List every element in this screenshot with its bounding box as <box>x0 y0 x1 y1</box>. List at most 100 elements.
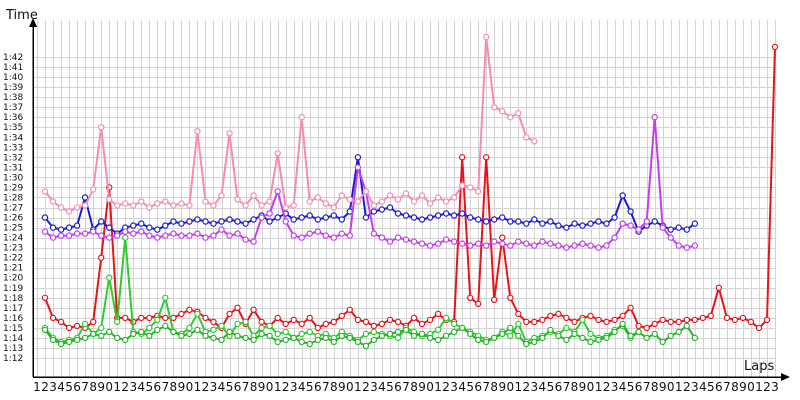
data-point <box>394 328 402 336</box>
data-point <box>507 294 514 301</box>
data-point <box>322 200 329 207</box>
data-point <box>611 214 618 221</box>
x-tick-label: 1 <box>33 380 41 394</box>
data-point <box>683 316 691 324</box>
data-point <box>306 198 313 205</box>
x-tick-label: 9 <box>97 380 105 394</box>
data-point <box>555 310 562 318</box>
data-point <box>186 306 193 313</box>
data-point <box>242 220 249 227</box>
data-point <box>250 306 257 313</box>
data-point <box>97 232 105 239</box>
x-tick-label: 5 <box>226 380 234 394</box>
data-point <box>402 212 410 219</box>
x-tick-label: 6 <box>394 380 402 394</box>
x-tick-label: 0 <box>346 380 354 394</box>
data-point <box>89 186 97 193</box>
data-point <box>587 338 594 346</box>
data-point <box>707 312 715 320</box>
data-point <box>426 334 434 342</box>
data-point <box>627 208 634 215</box>
data-point <box>354 316 362 324</box>
data-point <box>306 328 313 336</box>
y-tick-label: 1:28 <box>3 193 23 203</box>
x-tick-label: 9 <box>178 380 186 394</box>
data-point <box>210 220 217 227</box>
data-point <box>290 216 297 223</box>
data-point <box>434 212 442 219</box>
data-point <box>290 232 297 239</box>
data-point <box>467 214 474 221</box>
data-point <box>386 192 394 199</box>
data-point <box>170 218 177 225</box>
data-point <box>499 214 506 221</box>
data-point <box>154 200 161 207</box>
data-point <box>202 234 209 241</box>
data-point <box>627 332 634 340</box>
data-point <box>146 324 153 332</box>
data-point <box>170 230 177 237</box>
data-point <box>547 218 554 225</box>
data-point <box>611 316 618 324</box>
data-point <box>146 204 153 211</box>
data-point <box>322 320 329 328</box>
data-point <box>595 218 602 225</box>
data-point <box>547 240 554 247</box>
data-point <box>667 234 674 241</box>
data-point <box>49 198 57 205</box>
data-point <box>218 192 225 199</box>
data-point <box>97 332 105 340</box>
data-point <box>595 336 602 344</box>
data-point <box>113 232 121 239</box>
data-point <box>362 318 370 326</box>
data-point <box>266 210 273 217</box>
data-point <box>635 322 642 330</box>
data-point <box>186 202 193 209</box>
data-point <box>210 326 217 334</box>
data-point <box>515 218 522 225</box>
data-point <box>274 330 281 338</box>
data-point <box>73 322 81 330</box>
data-point <box>531 138 538 145</box>
data-point <box>162 294 169 301</box>
data-point <box>234 332 241 340</box>
data-point <box>563 336 570 344</box>
data-point <box>274 338 281 346</box>
data-point <box>571 220 578 227</box>
x-tick-label: 5 <box>707 380 715 394</box>
data-point <box>378 198 386 205</box>
data-point <box>154 316 161 324</box>
data-point <box>65 338 73 346</box>
data-point <box>202 314 209 322</box>
data-point <box>515 320 522 328</box>
x-tick-label: 7 <box>162 380 170 394</box>
data-point <box>41 188 49 195</box>
data-point <box>41 214 49 221</box>
x-tick-label: 4 <box>218 380 226 394</box>
y-tick-label: 1:22 <box>3 254 23 264</box>
data-point <box>130 202 137 209</box>
data-point <box>121 228 129 235</box>
data-point <box>491 296 498 303</box>
data-point <box>258 214 265 221</box>
data-point <box>467 330 474 338</box>
y-tick-label: 1:35 <box>3 123 23 133</box>
x-tick-label: 7 <box>402 380 410 394</box>
data-point <box>434 240 442 247</box>
data-point <box>338 192 345 199</box>
x-tick-label: 9 <box>579 380 587 394</box>
data-point <box>154 234 161 241</box>
data-point <box>242 202 249 209</box>
data-point <box>162 198 169 205</box>
data-point <box>65 208 73 215</box>
data-point <box>442 210 450 217</box>
data-point <box>667 226 674 233</box>
data-point <box>170 314 177 322</box>
data-point <box>210 232 217 239</box>
data-point <box>226 130 233 137</box>
data-point <box>234 196 241 203</box>
data-point <box>442 332 450 340</box>
x-tick-label: 8 <box>170 380 178 394</box>
data-point <box>362 188 370 195</box>
x-tick-label: 9 <box>739 380 747 394</box>
